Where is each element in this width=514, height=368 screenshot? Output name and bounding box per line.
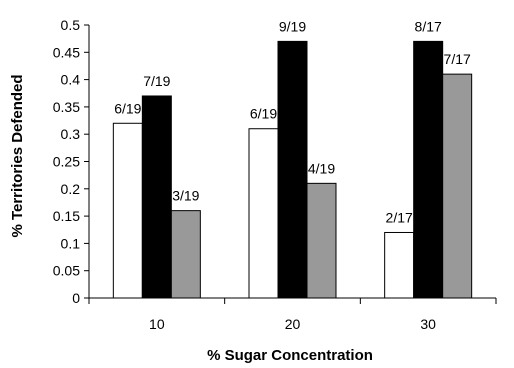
x-tick-label: 20 xyxy=(285,316,301,332)
y-tick-label: 0.45 xyxy=(53,44,80,60)
x-tick-label: 30 xyxy=(420,316,436,332)
bar xyxy=(306,182,337,299)
x-axis-title: % Sugar Concentration xyxy=(207,347,373,364)
y-tick-label: 0.4 xyxy=(61,72,81,88)
bar xyxy=(141,95,172,299)
data-label: 4/19 xyxy=(308,160,335,176)
bar xyxy=(442,73,473,299)
data-label: 2/17 xyxy=(386,209,413,225)
y-tick-label: 0.25 xyxy=(53,154,80,170)
y-tick-label: 0.05 xyxy=(53,263,80,279)
y-tick-label: 0 xyxy=(72,290,80,306)
plot-area: 0 0.05 0.1 0.15 0.2 0.25 0.3 0.35 0.4 0.45 0.5 10 6/… xyxy=(53,17,497,332)
bar xyxy=(112,122,143,299)
bar xyxy=(170,210,201,299)
bar xyxy=(384,231,415,299)
y-tick-label: 0.1 xyxy=(61,235,81,251)
y-tick-label: 0.35 xyxy=(53,99,80,115)
bar xyxy=(248,128,279,299)
bar xyxy=(413,40,444,299)
data-label: 7/17 xyxy=(444,51,471,67)
data-label: 7/19 xyxy=(143,73,170,89)
y-tick-label: 0.5 xyxy=(61,17,81,33)
data-label: 6/19 xyxy=(250,106,277,122)
data-label: 9/19 xyxy=(279,18,306,34)
y-axis-title: % Territories Defended xyxy=(9,74,26,237)
y-tick-label: 0.3 xyxy=(61,126,81,142)
x-tick-label: 10 xyxy=(149,316,165,332)
data-label: 6/19 xyxy=(114,100,141,116)
data-label: 3/19 xyxy=(172,188,199,204)
data-label: 8/17 xyxy=(415,18,442,34)
y-tick-label: 0.2 xyxy=(61,181,81,197)
bar xyxy=(277,40,308,299)
y-tick-label: 0.15 xyxy=(53,208,80,224)
